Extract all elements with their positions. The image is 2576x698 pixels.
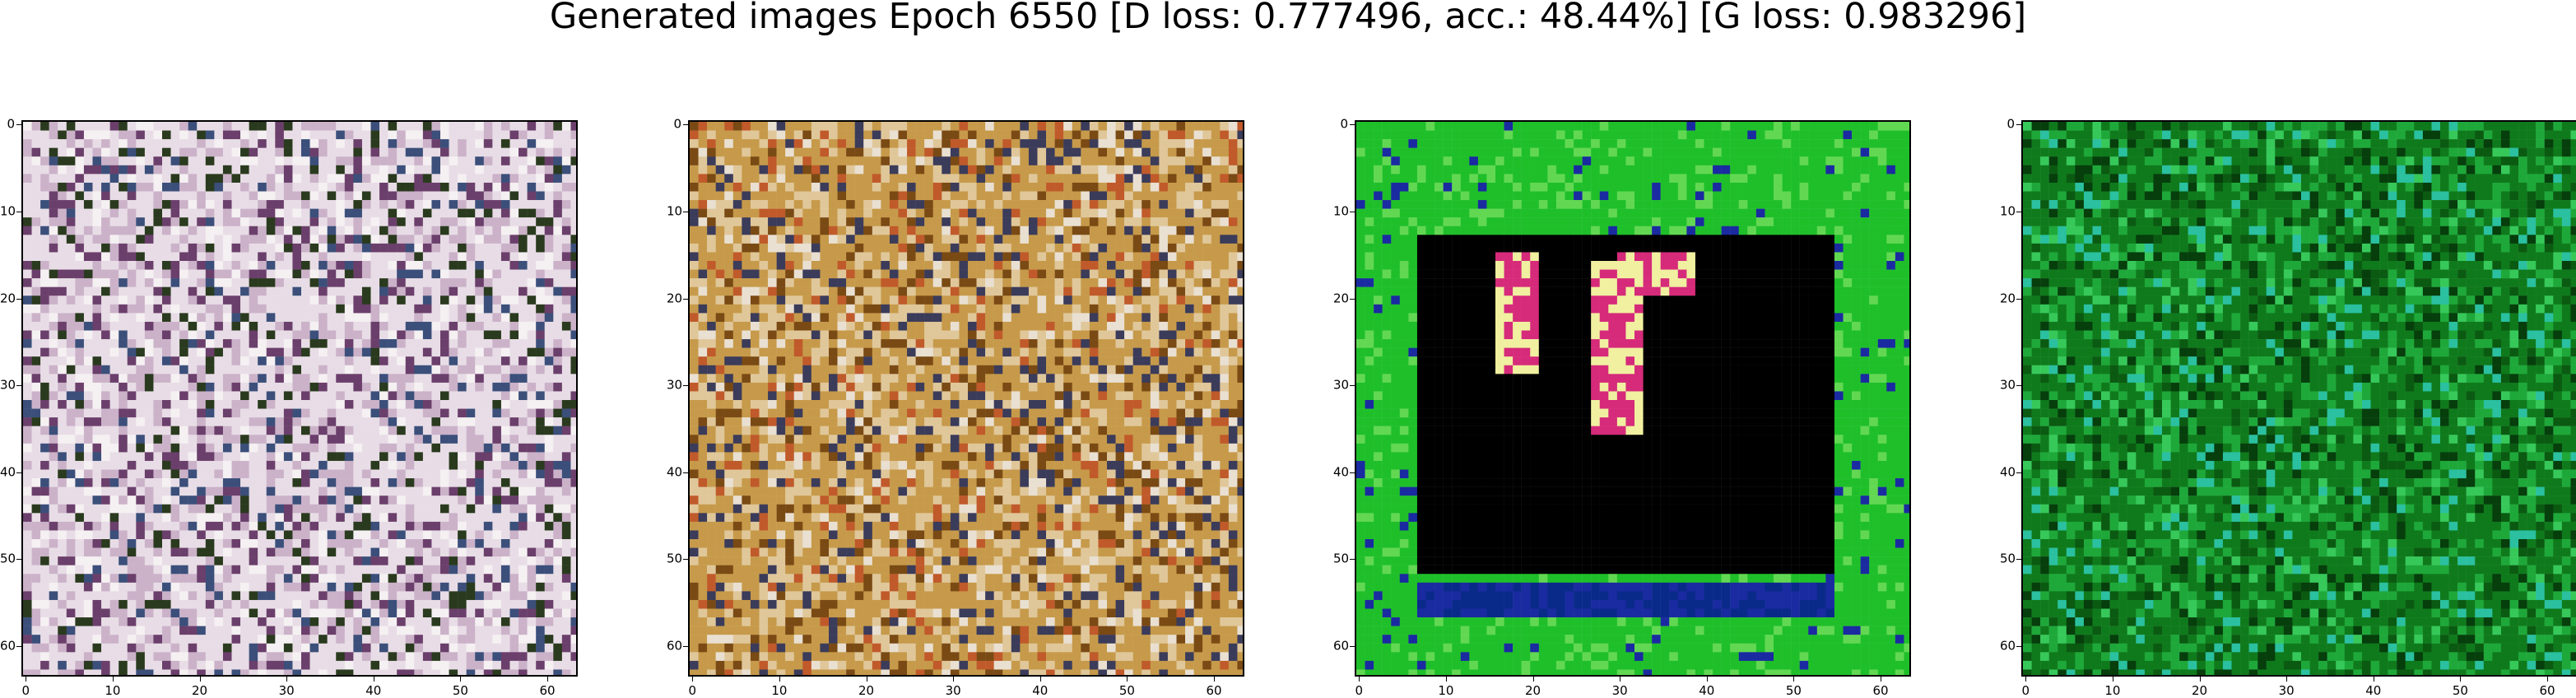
y-tick-label: 30 [2000,379,2015,392]
y-tick-mark [1350,472,1355,473]
x-tick-mark [2286,677,2287,682]
y-tick-label: 60 [1333,640,1348,653]
y-tick-mark [16,124,21,125]
x-tick-mark [113,677,114,682]
y-tick-label: 0 [1333,119,1348,131]
y-tick-label: 40 [2000,466,2015,478]
y-tick-label: 30 [0,379,15,392]
y-tick-mark [2016,124,2021,125]
y-tick-mark [2016,299,2021,300]
y-tick-label: 10 [2000,205,2015,217]
y-tick-mark [683,299,688,300]
x-tick-mark [2200,677,2201,682]
y-tick-label: 0 [667,119,681,131]
x-tick-mark [547,677,548,682]
y-tick-mark [1350,124,1355,125]
y-tick-mark [2016,559,2021,560]
y-tick-label: 40 [1333,466,1348,478]
y-tick-label: 0 [2000,119,2015,131]
y-tick-mark [16,559,21,560]
image-pixels [690,122,1244,677]
x-tick-mark [1359,677,1360,682]
y-tick-label: 0 [0,119,15,131]
y-tick-label: 10 [667,205,681,217]
generated-image-4 [2021,120,2576,677]
x-tick-mark [2025,677,2026,682]
y-tick-label: 50 [1333,553,1348,565]
image-pixels [2023,122,2576,677]
y-tick-label: 60 [0,640,15,653]
image-pixels [23,122,578,677]
y-tick-label: 20 [1333,292,1348,305]
x-tick-mark [286,677,287,682]
y-tick-mark [683,472,688,473]
y-tick-label: 10 [1333,205,1348,217]
x-tick-mark [2460,677,2461,682]
x-tick-mark [1707,677,1708,682]
y-tick-mark [683,385,688,386]
y-tick-label: 10 [0,205,15,217]
y-tick-label: 20 [2000,292,2015,305]
x-tick-mark [1793,677,1794,682]
y-tick-label: 40 [0,466,15,478]
y-tick-mark [2016,646,2021,647]
y-tick-mark [1350,559,1355,560]
y-tick-mark [16,646,21,647]
y-tick-mark [683,559,688,560]
y-tick-label: 50 [0,553,15,565]
x-tick-mark [1040,677,1041,682]
y-tick-label: 60 [667,640,681,653]
x-tick-mark [1214,677,1215,682]
y-tick-label: 40 [667,466,681,478]
generated-image-1 [21,120,578,677]
y-tick-mark [1350,385,1355,386]
y-tick-mark [2016,472,2021,473]
x-tick-mark [200,677,201,682]
y-tick-mark [683,124,688,125]
y-tick-mark [16,299,21,300]
y-tick-mark [16,472,21,473]
y-tick-label: 60 [2000,640,2015,653]
generated-image-3 [1355,120,1911,677]
figure-title: Generated images Epoch 6550 [D loss: 0.7… [0,0,2576,41]
y-tick-label: 50 [667,553,681,565]
y-tick-mark [1350,646,1355,647]
y-tick-label: 30 [1333,379,1348,392]
y-tick-label: 30 [667,379,681,392]
y-tick-mark [16,385,21,386]
x-tick-mark [779,677,780,682]
image-pixels [1356,122,1911,677]
y-tick-mark [2016,385,2021,386]
y-tick-label: 50 [2000,553,2015,565]
x-tick-mark [953,677,954,682]
x-tick-mark [460,677,461,682]
x-tick-mark [1533,677,1534,682]
y-tick-mark [683,646,688,647]
x-tick-mark [692,677,693,682]
y-tick-label: 20 [667,292,681,305]
y-tick-label: 20 [0,292,15,305]
x-tick-mark [2547,677,2548,682]
x-tick-mark [1446,677,1447,682]
x-tick-mark [1127,677,1128,682]
generated-image-2 [688,120,1244,677]
y-tick-mark [1350,299,1355,300]
